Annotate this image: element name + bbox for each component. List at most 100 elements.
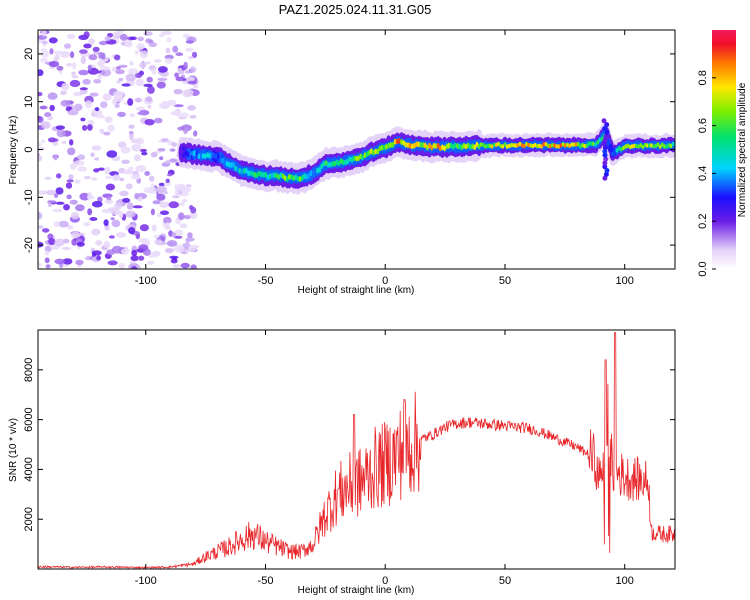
- noise-blob: [98, 40, 108, 46]
- ridge-cell: [313, 167, 317, 174]
- frequency-ridge: [177, 118, 675, 195]
- ridge-cell: [667, 143, 671, 148]
- noise-blob: [156, 81, 166, 89]
- bottom-x-ticks: -100 -50 0 50 100: [135, 330, 634, 587]
- noise-blob: [131, 249, 138, 257]
- noise-blob: [153, 59, 162, 63]
- ridge-cell: [495, 142, 498, 147]
- noise-blob: [148, 42, 158, 48]
- noise-blob: [60, 99, 71, 107]
- ridge-cell: [639, 143, 643, 148]
- noise-blob: [75, 204, 85, 212]
- ridge-cell: [546, 143, 550, 148]
- ridge-cell: [214, 153, 218, 160]
- noise-blob: [61, 246, 71, 251]
- ridge-cell: [298, 176, 302, 182]
- noise-blob: [165, 160, 172, 165]
- noise-blob: [172, 257, 177, 261]
- noise-blob: [99, 66, 111, 71]
- ridge-cell: [469, 144, 472, 150]
- noise-blob: [104, 116, 113, 123]
- top-y-axis-label: Frequency (Hz): [8, 116, 19, 185]
- ridge-cell: [544, 142, 548, 147]
- noise-blob: [69, 139, 74, 146]
- noise-blob: [175, 76, 185, 82]
- ridge-spike: [602, 137, 608, 143]
- ridge-cell: [641, 144, 645, 150]
- noise-blob: [189, 66, 197, 73]
- noise-blob: [189, 115, 197, 119]
- ridge-cell: [650, 143, 653, 148]
- noise-blob: [183, 89, 194, 96]
- ridge-cell: [419, 141, 423, 148]
- ridge-cell: [210, 152, 214, 158]
- noise-blob: [137, 255, 145, 261]
- ridge-cell: [671, 142, 675, 147]
- y-tick-label: -10: [23, 189, 35, 205]
- ridge-spike: [602, 160, 608, 166]
- x-tick-label: 0: [382, 575, 388, 587]
- noise-blob: [136, 43, 145, 50]
- ridge-cell: [294, 174, 298, 181]
- ridge-cell: [497, 141, 500, 147]
- noise-blob: [41, 139, 46, 143]
- noise-blob: [178, 185, 187, 192]
- noise-blob: [116, 80, 122, 84]
- ridge-cell: [223, 158, 227, 165]
- noise-blob: [164, 58, 173, 64]
- y-tick-label: 8000: [23, 358, 35, 382]
- noise-blob: [69, 199, 78, 205]
- ridge-cell: [193, 150, 197, 157]
- noise-blob: [111, 245, 123, 254]
- noise-blob: [110, 217, 115, 221]
- noise-blob: [128, 227, 136, 235]
- noise-blob: [117, 111, 126, 118]
- noise-blob: [104, 36, 111, 42]
- noise-blob: [128, 124, 135, 129]
- ridge-cell: [516, 143, 520, 148]
- noise-blob: [44, 112, 52, 118]
- ridge-cell: [341, 159, 345, 166]
- noise-blob: [121, 159, 130, 164]
- noise-blob: [151, 224, 157, 232]
- bottom-y-ticks: 2000 4000 6000 8000: [23, 358, 675, 531]
- noise-blob: [122, 197, 131, 203]
- ridge-spike: [604, 122, 610, 128]
- noise-blob: [55, 187, 64, 195]
- ridge-cell: [594, 142, 597, 147]
- noise-blob: [185, 238, 191, 244]
- noise-blob: [160, 210, 169, 216]
- ridge-cell: [607, 138, 610, 144]
- noise-blob: [41, 50, 49, 58]
- noise-blob: [47, 92, 58, 100]
- ridge-cell: [503, 142, 507, 147]
- noise-blob: [185, 76, 195, 82]
- noise-blob: [188, 56, 194, 60]
- ridge-cell: [660, 142, 664, 147]
- noise-blob: [190, 264, 197, 269]
- noise-blob: [118, 262, 126, 269]
- noise-blob: [144, 171, 151, 176]
- ridge-cell: [335, 159, 339, 166]
- snr-panel: -100 -50 0 50 100 2000 4000 6000 8000 Height of…: [8, 329, 676, 596]
- noise-blob: [67, 147, 76, 156]
- ridge-cell: [648, 143, 651, 148]
- ridge-cell: [421, 142, 425, 148]
- noise-blob: [128, 68, 138, 75]
- noise-blob: [82, 124, 88, 131]
- ridge-spike: [602, 152, 608, 158]
- ridge-cell: [369, 148, 373, 155]
- noise-blob: [44, 176, 52, 181]
- ridge-cell: [277, 174, 281, 180]
- ridge-cell: [574, 142, 578, 147]
- noise-blob: [137, 36, 144, 42]
- noise-blob: [133, 154, 142, 162]
- ridge-cell: [492, 142, 496, 148]
- noise-blob: [87, 208, 93, 216]
- ridge-cell: [288, 173, 291, 180]
- ridge-cell: [523, 143, 526, 149]
- ridge-cell: [583, 143, 587, 149]
- ridge-cell: [570, 142, 574, 147]
- noise-blob: [47, 116, 54, 121]
- noise-blob: [61, 140, 67, 145]
